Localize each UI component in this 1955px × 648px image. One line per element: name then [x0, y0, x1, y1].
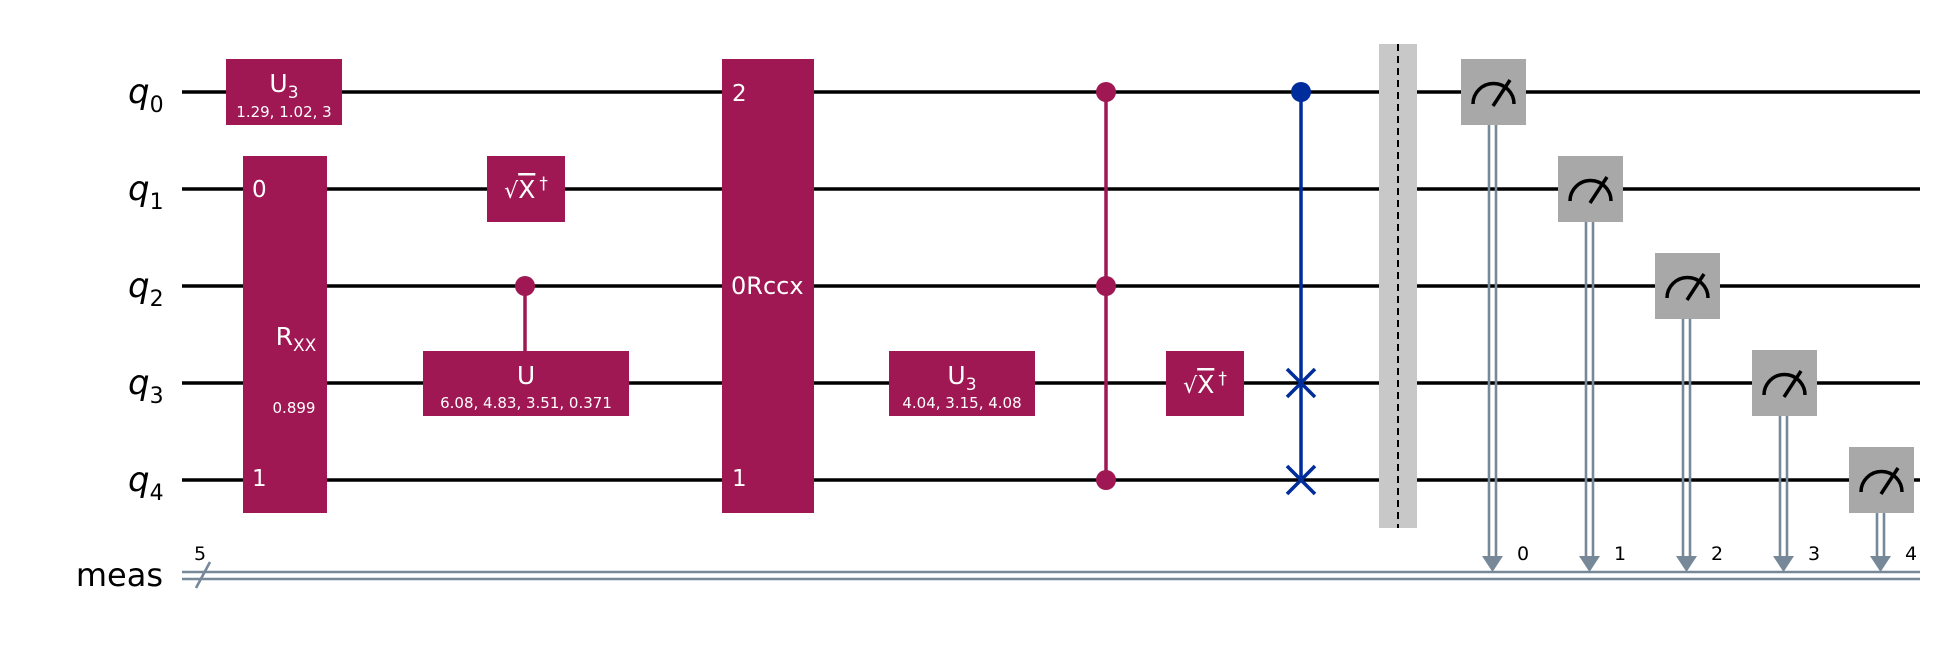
meter-icon — [1859, 469, 1904, 493]
meter-icon — [1568, 178, 1613, 202]
gate-params: 6.08, 4.83, 3.51, 0.371 — [440, 394, 612, 412]
classical-register: 5 — [182, 543, 1920, 589]
control-dot-q0 — [1096, 82, 1116, 102]
gate-params: 4.04, 3.15, 4.08 — [902, 394, 1021, 412]
measurement-q1: 1 — [1558, 156, 1626, 572]
swap-cross-q3 — [1285, 367, 1317, 399]
gate-box — [487, 156, 565, 222]
measurement-q2: 2 — [1655, 253, 1723, 572]
gate-index-bottom: 1 — [732, 466, 747, 492]
gate-label: RXX — [276, 322, 317, 356]
multi-control-gate — [1096, 82, 1116, 490]
control-dot — [515, 276, 535, 296]
measure-bit-label: 0 — [1517, 543, 1529, 565]
rccx-gate: 2 1 0Rccx — [722, 59, 814, 513]
qubit-labels: q0 q1 q2 q3 q4 meas — [76, 72, 164, 594]
measure-box — [1849, 447, 1914, 513]
measurement-q3: 3 — [1752, 350, 1820, 572]
gate-box — [722, 59, 814, 513]
control-dot-q4 — [1096, 470, 1116, 490]
creg-bundle-slash — [194, 561, 212, 589]
gate-label: U — [517, 361, 535, 390]
gate-index-top: 0 — [252, 177, 267, 203]
meter-icon — [1665, 275, 1710, 299]
swap-cross-q4 — [1285, 464, 1317, 496]
qubit-label-q3: q3 — [128, 363, 164, 409]
control-dot — [1291, 82, 1311, 102]
barrier — [1379, 44, 1417, 528]
gate-param: 0.899 — [273, 399, 316, 417]
cu-gate: U 6.08, 4.83, 3.51, 0.371 — [423, 276, 629, 416]
measure-arrow — [1579, 556, 1600, 572]
qubit-label-q4: q4 — [128, 460, 164, 506]
qubit-label-q1: q1 — [128, 169, 164, 215]
measure-arrow — [1870, 556, 1891, 572]
gate-params: 1.29, 1.02, 3 — [236, 103, 331, 121]
sxdg-gate-q3: √X † — [1166, 351, 1244, 416]
gate-label: 0Rccx — [731, 272, 804, 300]
measure-box — [1461, 59, 1526, 125]
gate-label: U3 — [947, 361, 976, 395]
meter-icon — [1762, 372, 1807, 396]
u3-gate-q0: U3 1.29, 1.02, 3 — [226, 59, 342, 125]
measure-bit-label: 3 — [1808, 543, 1820, 565]
classical-register-label: meas — [76, 556, 163, 594]
sxdg-gate-q1: √X † — [487, 156, 565, 222]
u3-gate-q3: U3 4.04, 3.15, 4.08 — [889, 351, 1035, 416]
measure-bit-label: 2 — [1711, 543, 1723, 565]
gate-label: U3 — [269, 69, 298, 103]
measurement-q4: 4 — [1849, 447, 1917, 572]
qubit-label-q0: q0 — [128, 72, 164, 118]
gate-index-bottom: 1 — [252, 466, 267, 492]
cswap-gate — [1285, 82, 1317, 496]
gate-box — [423, 351, 629, 416]
measure-box — [1752, 350, 1817, 416]
measurement-q0: 0 — [1461, 59, 1529, 572]
gate-box — [243, 156, 327, 513]
rxx-gate: 0 1 RXX 0.899 — [243, 156, 327, 513]
gate-box — [889, 351, 1035, 416]
measure-bit-label: 4 — [1905, 543, 1917, 565]
measure-box — [1655, 253, 1720, 319]
gate-box — [1166, 351, 1244, 416]
measure-box — [1558, 156, 1623, 222]
creg-size-label: 5 — [194, 543, 206, 565]
measure-bit-label: 1 — [1614, 543, 1626, 565]
qubit-label-q2: q2 — [128, 266, 164, 312]
measure-arrow — [1676, 556, 1697, 572]
gate-box — [226, 59, 342, 125]
measure-arrow — [1482, 556, 1503, 572]
gate-label: √X † — [504, 174, 548, 204]
control-dot-q2 — [1096, 276, 1116, 296]
measure-arrow — [1773, 556, 1794, 572]
meter-icon — [1471, 81, 1516, 105]
gate-index-top: 2 — [732, 81, 747, 107]
gate-label: √X † — [1183, 369, 1227, 399]
